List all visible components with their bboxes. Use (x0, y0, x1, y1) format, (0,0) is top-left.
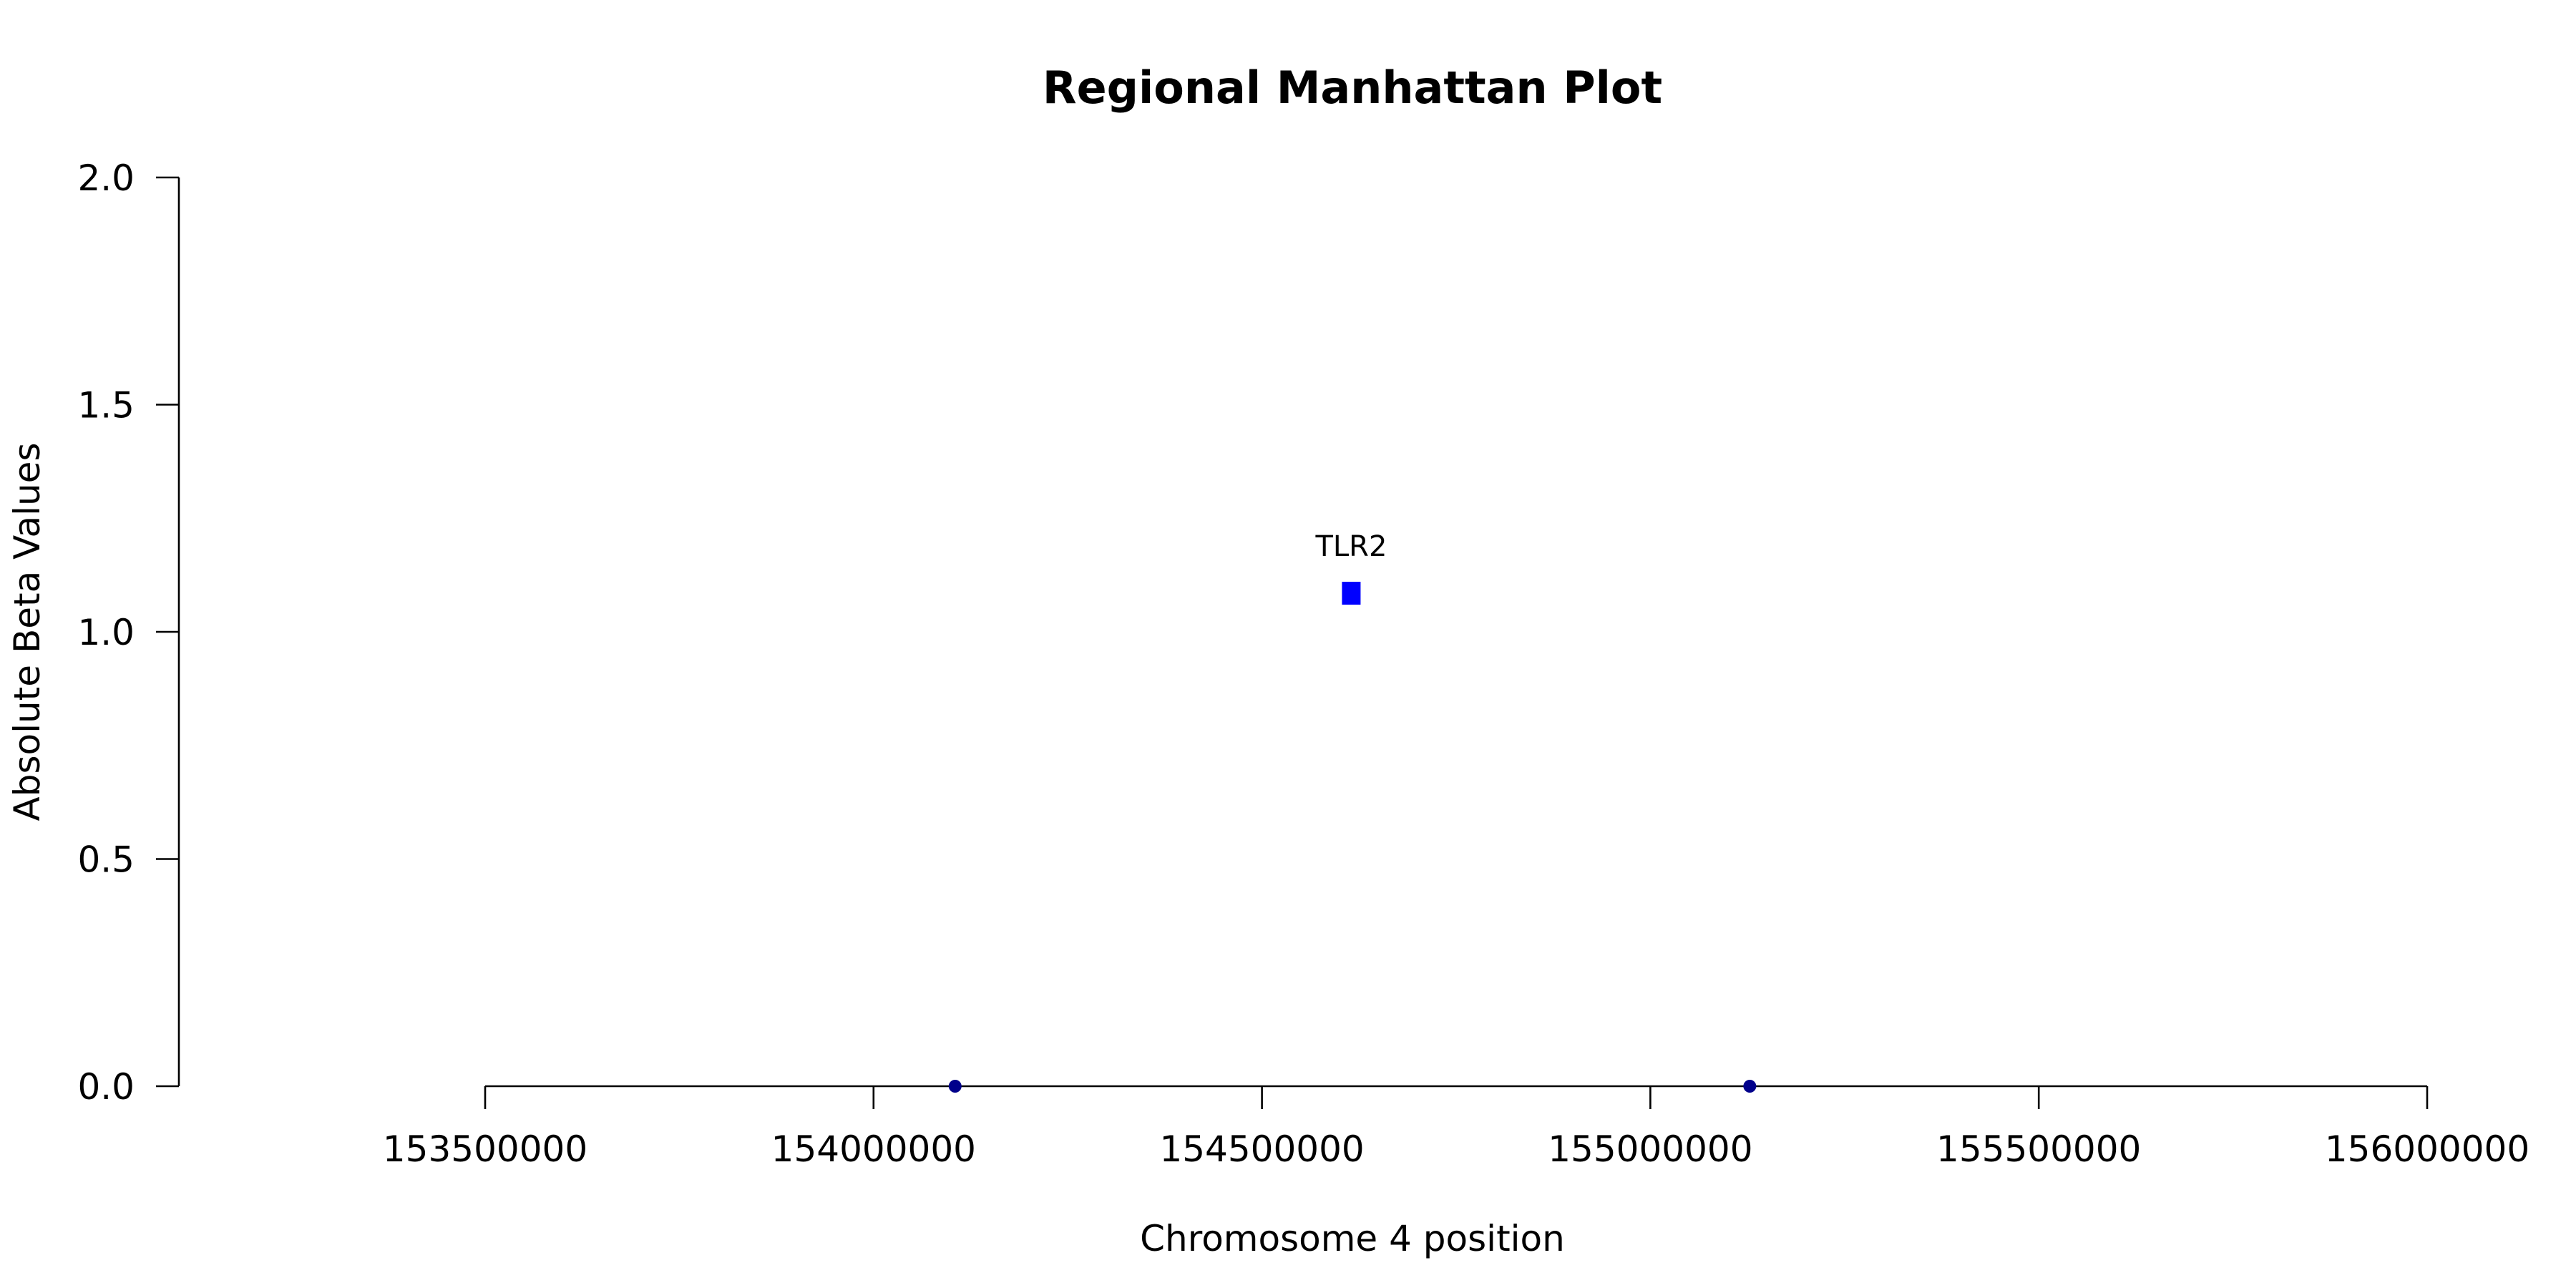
x-axis-label: Chromosome 4 position (1140, 1218, 1565, 1259)
y-tick-label: 1.0 (77, 612, 135, 653)
data-point-circle (948, 1080, 962, 1093)
y-tick-label: 0.0 (77, 1066, 135, 1108)
y-tick-label: 2.0 (77, 157, 135, 199)
data-point-circle (1743, 1080, 1757, 1093)
y-axis-label: Absolute Beta Values (6, 443, 48, 821)
data-points: TLR2 (948, 530, 1757, 1093)
data-point-square (1342, 582, 1361, 605)
x-tick-label: 156000000 (2325, 1128, 2529, 1170)
x-tick-label: 155500000 (1936, 1128, 2141, 1170)
point-annotation: TLR2 (1314, 530, 1387, 563)
x-tick-label: 153500000 (383, 1128, 587, 1170)
x-tick-label: 154500000 (1159, 1128, 1364, 1170)
y-tick-label: 1.5 (77, 385, 135, 426)
y-tick-label: 0.5 (77, 839, 135, 881)
x-tick-label: 155000000 (1548, 1128, 1752, 1170)
x-tick-label: 154000000 (771, 1128, 976, 1170)
chart-title: Regional Manhattan Plot (1043, 62, 1662, 114)
axes: 153500000 154000000 154500000 155000000 1555… (77, 157, 2529, 1170)
